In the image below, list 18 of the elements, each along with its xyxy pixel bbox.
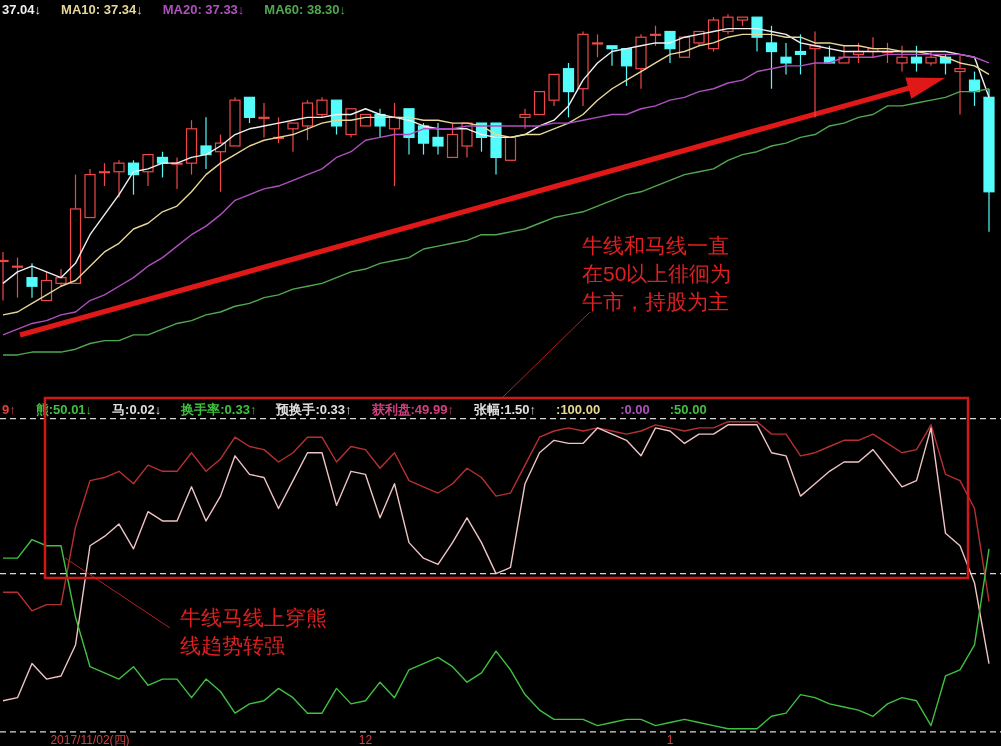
x-tick-label: 1 — [666, 733, 674, 746]
text: 马:0.02↓ — [112, 402, 162, 417]
annotation: 牛线马线上穿熊线趋势转强 — [180, 606, 327, 657]
text: 9↑ — [2, 402, 16, 417]
annotation: 牛线和马线一直在50以上徘徊为牛市，持股为主 — [582, 234, 732, 313]
text: :0.00 — [620, 402, 650, 417]
x-tick-label: 2017/11/02(四) — [50, 733, 130, 746]
x-tick-label: 12 — [358, 733, 373, 746]
text: :100.00 — [556, 402, 601, 417]
text: 预换手:0.33↑ — [275, 402, 352, 417]
text: 张幅:1.50↑ — [473, 402, 537, 417]
annotation: MA10: 37.34↓ — [61, 2, 143, 17]
annotation: MA20: 37.33↓ — [162, 2, 245, 17]
text: :50.00 — [669, 402, 707, 417]
annotation: 37.04↓ — [2, 2, 42, 17]
text: 换手率:0.33↑ — [180, 402, 257, 417]
text: 获利盘:49.99↑ — [370, 402, 454, 417]
annotation: MA60: 38.30↓ — [264, 2, 347, 17]
